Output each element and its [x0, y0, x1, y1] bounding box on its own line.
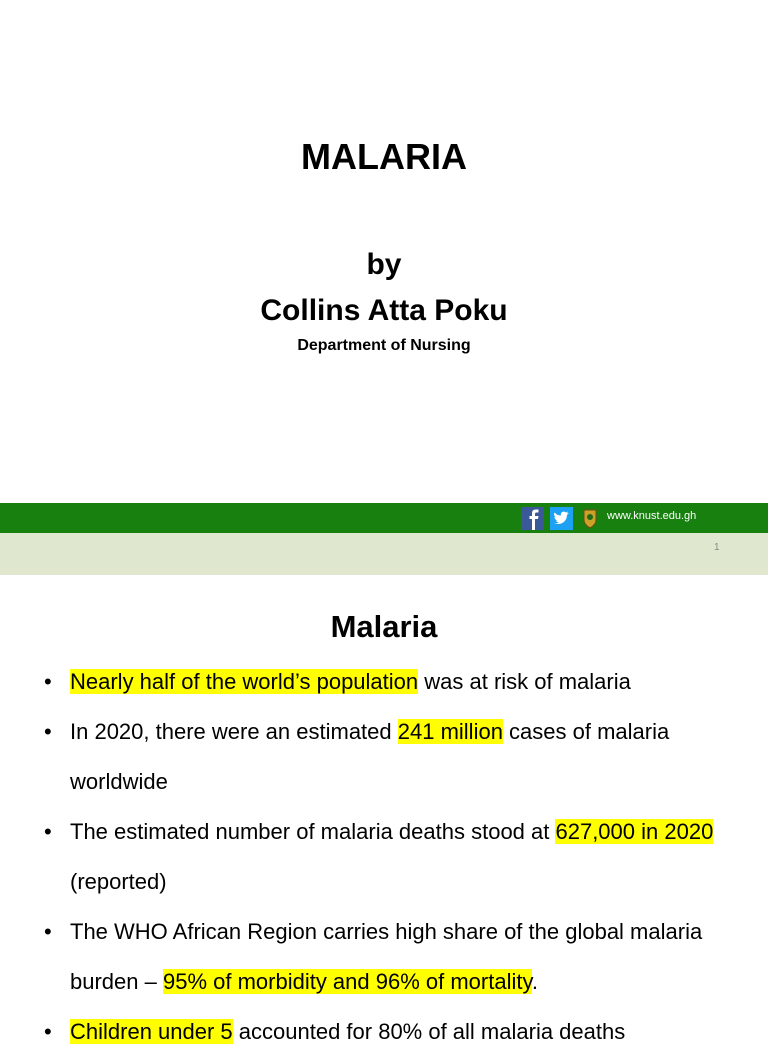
bullet: The estimated number of malaria deaths s… — [44, 807, 744, 907]
bullet: Children under 5 accounted for 80% of al… — [44, 1007, 744, 1057]
website[interactable]: www.knust.edu.gh — [607, 510, 697, 522]
by-line: by — [366, 248, 402, 281]
footer-bar — [0, 503, 768, 533]
footer-band — [0, 533, 768, 575]
slide-title: Malaria — [330, 609, 438, 644]
bullet-text: The WHO African Region carries high shar… — [70, 919, 703, 994]
bullet-list: Nearly half of the world’s population wa… — [44, 657, 744, 1057]
bullet-text: (reported) — [70, 869, 167, 894]
highlighted-text: 95% of morbidity and 96% of mortality — [162, 969, 532, 994]
highlighted-text: 627,000 in 2020 — [555, 819, 714, 844]
highlighted-text: 241 million — [397, 719, 503, 744]
bullet-text: In 2020, there were an estimated — [70, 719, 398, 744]
bullet: Nearly half of the world’s population wa… — [44, 657, 744, 707]
social-icons — [521, 507, 597, 530]
author: Collins Atta Poku — [260, 294, 508, 327]
bullet: In 2020, there were an estimated 241 mil… — [44, 707, 744, 807]
bullet-text: . — [531, 969, 538, 994]
bullet-text: cases of malaria worldwide — [70, 719, 670, 794]
highlighted-text: Children under 5 — [70, 1019, 233, 1044]
bullet-text: was at risk of malaria — [418, 669, 631, 694]
slide-title: MALARIA — [301, 136, 467, 177]
bullet-text: accounted for 80% of all malaria deaths — [232, 1019, 626, 1044]
bullet-text: The estimated number of malaria deaths s… — [70, 819, 556, 844]
highlighted-text: Nearly half of the world’s population — [70, 669, 419, 694]
bullet: The WHO African Region carries high shar… — [44, 907, 744, 1007]
page-number: 1 — [714, 542, 720, 553]
department: Department of Nursing — [297, 337, 471, 354]
page: MALARIA by Collins Atta Poku Department … — [0, 0, 768, 1024]
